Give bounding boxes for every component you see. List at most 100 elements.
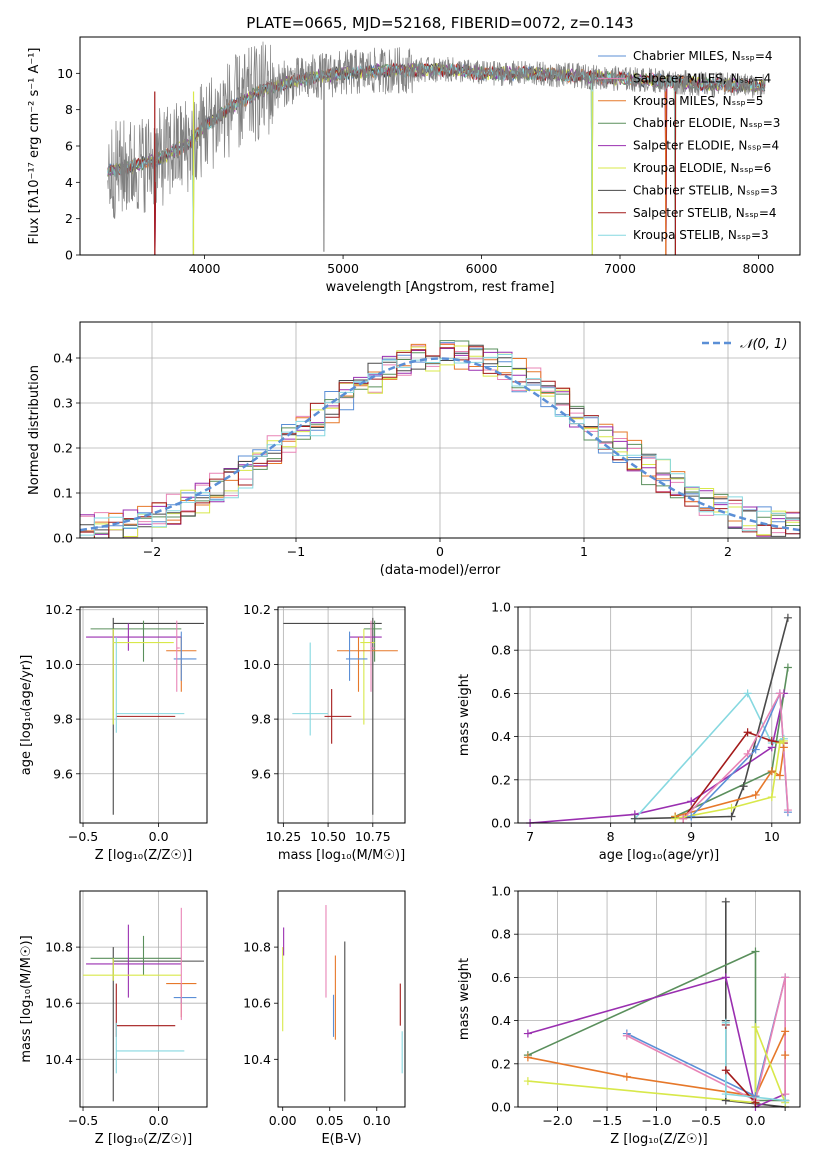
weight-marker-salpeter_stelib	[743, 728, 752, 737]
x-tick-label: −2	[143, 544, 161, 559]
weight-marker-salpeter_stelib	[721, 1066, 730, 1075]
y-tick-label: 0.3	[53, 396, 73, 411]
weight-marker-kroupa_stelib	[743, 689, 752, 698]
y-tick-label: 0.0	[491, 1100, 511, 1115]
panel-spectrum: 4000 5000 6000 7000 8000 0 2 4 6 8 10 wavelength [A…	[27, 36, 801, 295]
y-tick-label: 0.0	[53, 531, 73, 546]
y-axis-label: mass weight	[457, 958, 472, 1040]
y-tick-label: 1.0	[491, 600, 511, 615]
weight-line-kroupa_elodie	[527, 1026, 786, 1104]
y-tick-label: 0.6	[491, 970, 511, 985]
y-tick-label: 2	[65, 211, 73, 226]
panel-mass_vs_z: −0.5 0.0 10.4 10.6 10.8 Z [log₁₀(Z/Z☉)] mass […	[19, 890, 208, 1147]
axes-frame	[79, 890, 208, 1108]
panel-age_vs_z: −0.5 0.0 9.6 9.8 10.0 10.2 Z [log₁₀(Z/Z☉)] age …	[19, 602, 208, 863]
plot-area	[86, 617, 204, 815]
x-tick-label: 0	[436, 544, 444, 559]
axes-frame	[79, 606, 208, 824]
x-axis-label: age [log₁₀(age/yr)]	[599, 848, 720, 863]
panel-residuals: −2 −1 0 1 2 0.0 0.1 0.2 0.3 0.4 (data-model)/error…	[27, 321, 801, 578]
plot-area	[530, 617, 789, 823]
y-tick-label: 10.2	[45, 602, 73, 617]
y-tick-label: 0.1	[53, 486, 73, 501]
y-tick-label: 0.6	[491, 686, 511, 701]
x-axis-label: (data-model)/error	[380, 563, 501, 578]
x-tick-label: 0.05	[316, 1113, 344, 1128]
y-tick-label: 4	[65, 175, 73, 190]
y-tick-label: 10.8	[243, 940, 271, 955]
weight-marker-salpeter_elodie	[687, 797, 696, 806]
legend-label: Chabrier MILES, Nₛₛₚ=4	[633, 49, 773, 63]
x-tick-label: 1	[580, 544, 588, 559]
plot-area	[283, 617, 398, 815]
y-axis-label: age [log₁₀(age/yr)]	[19, 655, 34, 776]
data-spectrum	[107, 41, 766, 252]
weight-marker-kroupa_elodie	[775, 739, 784, 748]
x-tick-label: 0.10	[363, 1113, 391, 1128]
weight-marker-chabrier_miles	[687, 812, 696, 821]
weight-marker-chabrier_elodie	[751, 947, 760, 956]
y-tick-label: 10.4	[243, 1052, 271, 1067]
chart-title: PLATE=0665, MJD=52168, FIBERID=0072, z=0…	[246, 14, 633, 32]
panel-weight_vs_age: 7 8 9 10 0.0 0.2 0.4 0.6 0.8 1.0 age [log₁₀(age/yr…	[457, 600, 801, 863]
y-tick-label: 0.4	[53, 351, 73, 366]
x-tick-label: 7000	[604, 261, 636, 276]
histogram-kroupa_elodie	[80, 345, 800, 538]
x-tick-label: 7	[526, 829, 534, 844]
y-axis-label: mass weight	[457, 674, 472, 756]
weight-marker-kroupa_stelib	[781, 1096, 790, 1105]
legend-label: Kroupa MILES, Nₛₛₚ=5	[633, 94, 763, 108]
weight-marker-kroupa_elodie	[779, 736, 788, 745]
y-tick-label: 1.0	[491, 884, 511, 899]
y-tick-label: 0.0	[491, 816, 511, 831]
axes-frame	[79, 321, 801, 539]
legend-label: Chabrier STELIB, Nₛₛₚ=3	[633, 183, 778, 197]
y-tick-label: 0.4	[491, 1013, 511, 1028]
weight-marker-chabrier_stelib	[721, 897, 730, 906]
weight-marker-kroupa_miles	[622, 1072, 631, 1081]
weight-line-salpeter_miles	[682, 690, 789, 820]
panel-age_vs_mass: 10.25 10.50 10.75 9.6 9.8 10.0 10.2 mass [log₁₀…	[243, 602, 406, 863]
y-axis-label: mass [log₁₀(M/M☉)]	[19, 935, 34, 1062]
y-tick-label: 0.8	[491, 643, 511, 658]
y-tick-label: 10.6	[243, 996, 271, 1011]
y-tick-label: 10.0	[243, 657, 271, 672]
x-axis-label: Z [log₁₀(Z/Z☉)]	[610, 1132, 707, 1147]
legend-label: Salpeter STELIB, Nₛₛₚ=4	[633, 206, 777, 220]
y-tick-label: 0.2	[491, 772, 511, 787]
x-tick-label: 0.0	[746, 1113, 766, 1128]
weight-marker-kroupa_elodie	[523, 1077, 532, 1086]
y-tick-label: 9.6	[53, 766, 73, 781]
x-tick-label: −0.5	[691, 1113, 721, 1128]
weight-marker-chabrier_stelib	[630, 814, 639, 823]
weight-marker-chabrier_miles	[751, 745, 760, 754]
x-tick-label: 8	[607, 829, 615, 844]
x-tick-label: 5000	[327, 261, 359, 276]
x-tick-label: −0.5	[68, 829, 98, 844]
y-tick-label: 0.8	[491, 927, 511, 942]
x-axis-label: mass [log₁₀(M/M☉)]	[278, 848, 405, 863]
x-tick-label: 10.75	[355, 829, 391, 844]
y-tick-label: 0.4	[491, 729, 511, 744]
x-tick-label: 8000	[743, 261, 775, 276]
y-tick-label: 10.6	[45, 996, 73, 1011]
plot-area	[282, 905, 403, 1102]
x-tick-label: 0.0	[149, 1113, 169, 1128]
normal-curve	[80, 357, 800, 532]
panel-mass_vs_ebv: 0.00 0.05 0.10 10.4 10.6 10.8 E(B-V)	[243, 890, 406, 1147]
x-axis-label: E(B-V)	[321, 1132, 361, 1147]
x-axis-label: wavelength [Angstrom, rest frame]	[326, 280, 555, 295]
weight-line-salpeter_elodie	[527, 976, 786, 1107]
weight-marker-salpeter_miles	[679, 814, 688, 823]
y-axis-label: Normed distribution	[27, 365, 42, 495]
weight-marker-chabrier_stelib	[739, 782, 748, 791]
x-tick-label: 10.25	[265, 829, 301, 844]
x-tick-label: −1.0	[641, 1113, 671, 1128]
axes-frame	[277, 890, 406, 1108]
axes-frame	[517, 890, 801, 1108]
weight-marker-salpeter_miles	[775, 689, 784, 698]
weight-line-kroupa_stelib	[634, 691, 785, 820]
weight-marker-salpeter_stelib	[751, 1098, 760, 1107]
x-tick-label: 0.00	[269, 1113, 297, 1128]
legend-label: Kroupa ELODIE, Nₛₛₚ=6	[633, 161, 771, 175]
